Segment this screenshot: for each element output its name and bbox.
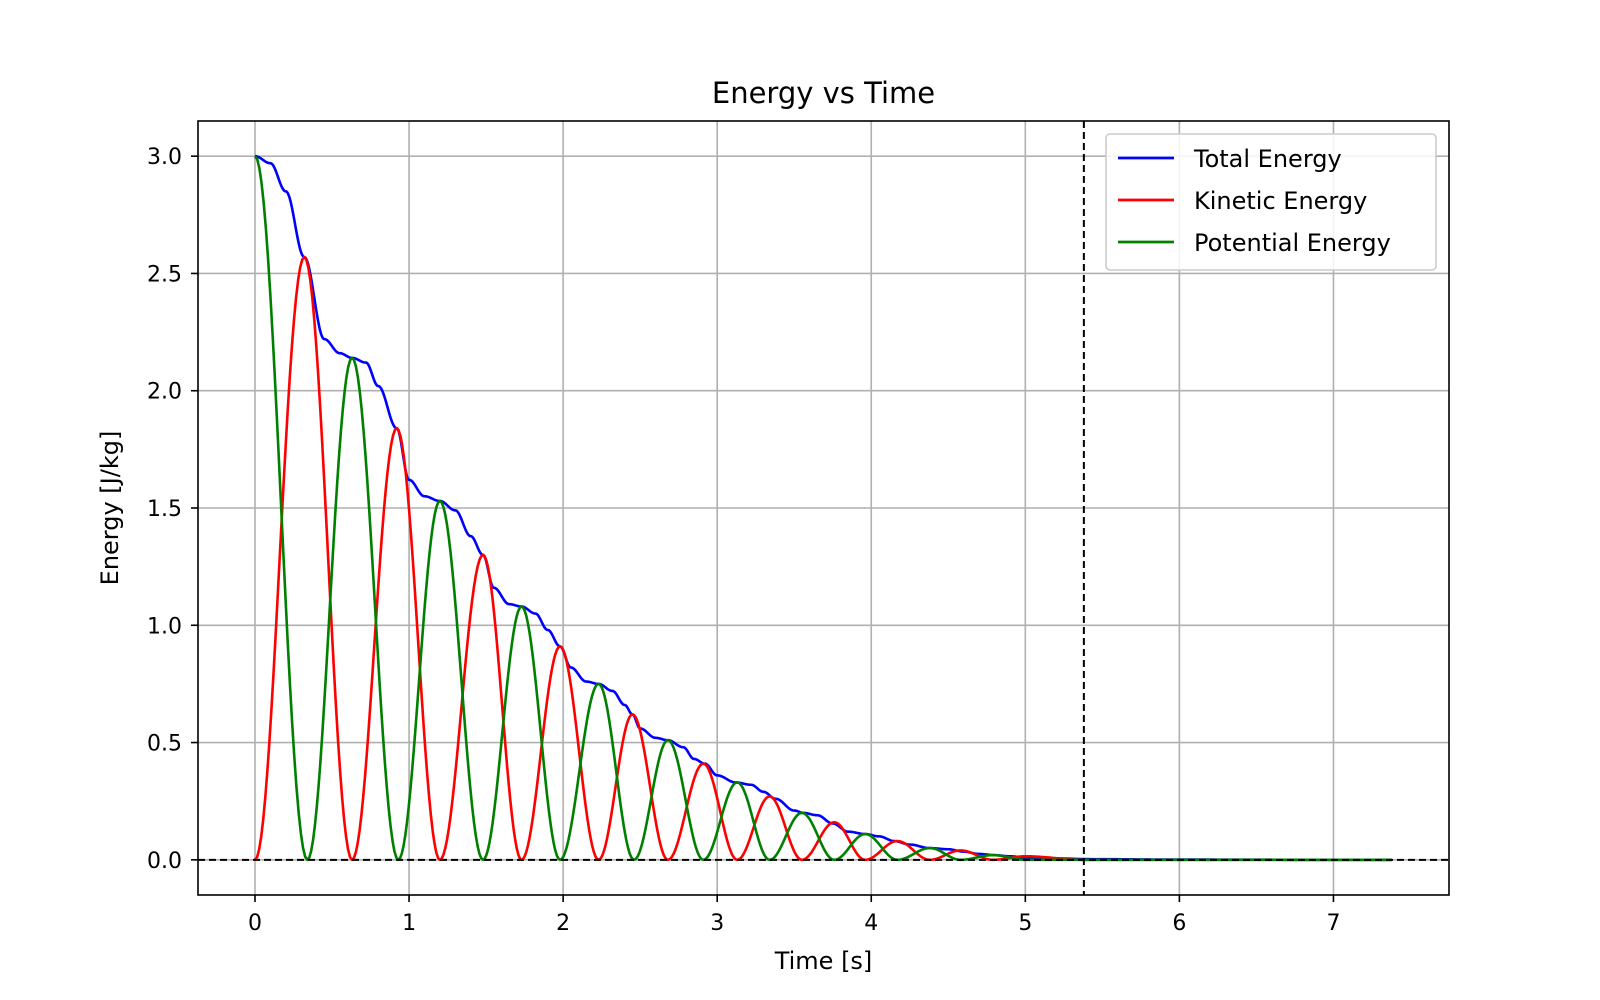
y-tick-label: 1.5 [147,497,182,522]
x-tick-label: 4 [864,911,878,936]
legend-label: Potential Energy [1194,229,1391,257]
series-line-potential-energy [253,155,1392,862]
chart-title: Energy vs Time [712,76,935,110]
reference-lines [198,121,1449,895]
y-tick-label: 0.0 [147,849,182,874]
y-tick-label: 2.5 [147,262,182,287]
x-tick-label: 2 [556,911,570,936]
legend-label: Total Energy [1193,145,1342,173]
legend: Total Energy Kinetic Energy Potential Ener… [1105,133,1437,271]
series-line-kinetic-energy [253,255,1392,862]
x-tick-label: 0 [248,911,262,936]
legend-label: Kinetic Energy [1194,187,1367,215]
y-tick-label: 0.5 [147,732,182,757]
y-tick-label: 3.0 [147,145,182,170]
y-tick-label: 2.0 [147,380,182,405]
axis-ticks: 0 1 2 3 4 5 6 7 0.0 0.5 1.0 1.5 2.0 2.5 3.0 [147,145,1340,936]
x-tick-label: 6 [1172,911,1186,936]
series-lines [253,154,1392,862]
x-tick-label: 1 [402,911,416,936]
x-tick-label: 5 [1018,911,1032,936]
y-axis-title: Energy [J/kg] [96,431,124,586]
y-tick-label: 1.0 [147,614,182,639]
legend-box [1105,133,1437,271]
x-tick-label: 7 [1326,911,1340,936]
x-tick-label: 3 [710,911,724,936]
x-axis-title: Time [s] [774,947,873,975]
